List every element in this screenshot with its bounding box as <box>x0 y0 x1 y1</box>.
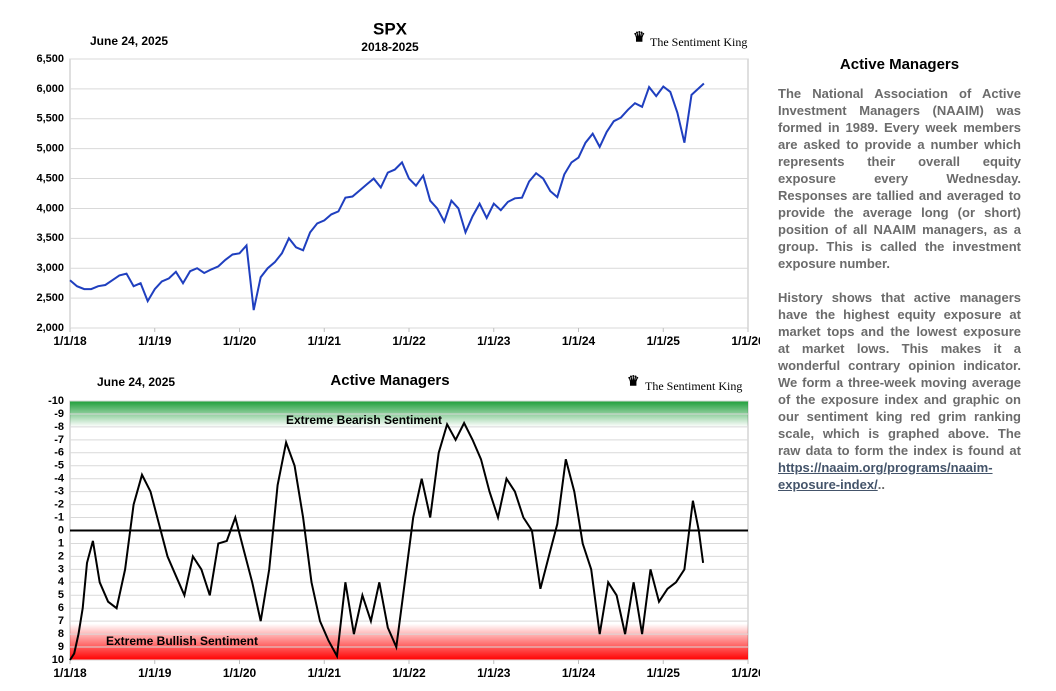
chart-title: Active Managers <box>330 372 449 389</box>
x-tick-label: 1/1/18 <box>53 334 87 348</box>
brand: The Sentiment King <box>650 35 747 49</box>
y-tick-label: 4,000 <box>36 202 64 214</box>
x-tick-label: 1/1/21 <box>308 334 342 348</box>
x-tick-label: 1/1/20 <box>223 666 257 680</box>
annotation: Extreme Bullish Sentiment <box>106 634 258 648</box>
crown-icon: ♛ <box>633 29 646 45</box>
y-tick-label: 5,500 <box>36 113 64 125</box>
x-tick-label: 1/1/19 <box>138 334 172 348</box>
y-tick-label: 6,000 <box>36 83 64 95</box>
chart-subtitle: 2018-2025 <box>361 40 419 54</box>
y-tick-label: 3,500 <box>36 232 64 244</box>
x-tick-label: 1/1/23 <box>477 666 511 680</box>
y-tick-label: 10 <box>52 654 64 666</box>
x-tick-label: 1/1/23 <box>477 334 511 348</box>
x-tick-label: 1/1/20 <box>223 334 257 348</box>
y-tick-label: 2,000 <box>36 322 64 334</box>
y-tick-label: -8 <box>54 421 64 433</box>
plot-area <box>69 58 749 329</box>
y-tick-label: -7 <box>54 434 64 446</box>
line <box>69 420 705 661</box>
article-title: Active Managers <box>839 56 960 73</box>
y-tick-label: 3,000 <box>36 262 64 274</box>
y-tick-label: 2,500 <box>36 292 64 304</box>
y-tick-label: 3 <box>58 563 64 575</box>
y-tick-label: 8 <box>58 628 64 640</box>
y-tick-label: 1 <box>58 537 64 549</box>
x-tick-label: 1/1/24 <box>562 666 596 680</box>
x-tick-label: 1/1/24 <box>562 334 596 348</box>
suffix: .. <box>877 477 885 492</box>
brand: The Sentiment King <box>645 379 742 393</box>
chart-date: June 24, 2025 <box>90 34 168 48</box>
link[interactable]: https://naaim.org/programs/naaim-exposur… <box>778 460 993 492</box>
paragraph: History shows that active managers have … <box>778 289 1021 493</box>
y-tick-label: -1 <box>54 511 64 523</box>
x-tick-label: 1/1/18 <box>53 666 87 680</box>
y-tick-label: 9 <box>58 641 64 653</box>
y-tick-label: 4,500 <box>36 172 64 184</box>
x-tick-label: 1/1/19 <box>138 666 172 680</box>
article: Active Managers The National Association… <box>778 56 1021 510</box>
y-tick-label: -6 <box>54 447 64 459</box>
x-tick-label: 1/1/21 <box>308 666 342 680</box>
y-tick-label: 5 <box>58 589 64 601</box>
paragraph-text: History shows that active managers have … <box>778 290 1021 458</box>
y-tick-label: 2 <box>58 550 64 562</box>
x-tick-label: 1/1/26 <box>731 334 760 348</box>
y-tick-label: 7 <box>58 615 64 627</box>
x-tick-label: 1/1/25 <box>647 334 681 348</box>
paragraph: The National Association of Active Inves… <box>778 86 1021 271</box>
y-tick-label: -3 <box>54 486 64 498</box>
y-tick-label: 0 <box>58 524 64 536</box>
y-tick-label: -5 <box>54 460 64 472</box>
x-tick-label: 1/1/22 <box>392 334 426 348</box>
x-tick-label: 1/1/25 <box>647 666 681 680</box>
x-tick-label: 1/1/26 <box>731 666 760 680</box>
chart-date: June 24, 2025 <box>97 375 175 389</box>
line <box>69 82 705 311</box>
y-tick-label: 5,000 <box>36 143 64 155</box>
charts: SPX 2018-2025 June 24, 2025 ♛ The Sentim… <box>36 19 760 680</box>
y-tick-label: 4 <box>58 576 65 588</box>
chart-title: SPX <box>373 19 408 38</box>
y-tick-label: -10 <box>48 395 64 407</box>
y-tick-label: -9 <box>54 408 64 420</box>
y-tick-label: -4 <box>54 473 65 485</box>
bullish-band <box>70 623 748 660</box>
y-tick-label: 6 <box>58 602 64 614</box>
y-tick-label: 6,500 <box>36 53 64 65</box>
crown-icon: ♛ <box>627 373 640 389</box>
y-tick-label: -2 <box>54 499 64 511</box>
annotation: Extreme Bearish Sentiment <box>286 413 442 427</box>
x-tick-label: 1/1/22 <box>392 666 426 680</box>
